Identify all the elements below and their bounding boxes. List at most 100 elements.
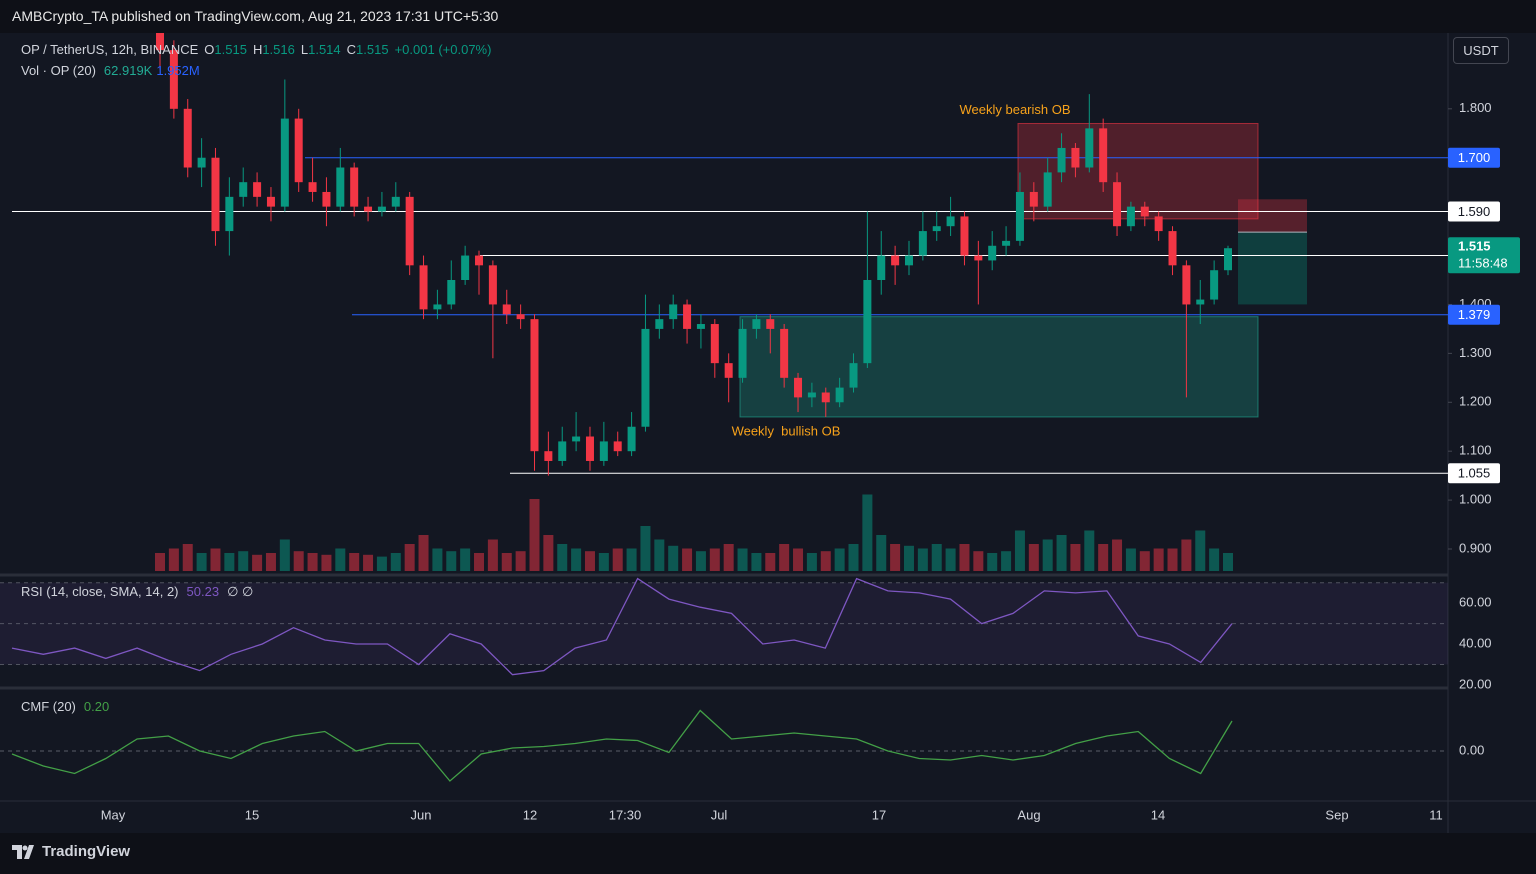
volume-bar [890,544,901,571]
x-tick-label: Jul [711,807,728,822]
candle-body [1210,270,1219,300]
ohlc-value: 1.515 [356,42,389,57]
volume-bar [1167,548,1178,571]
volume-bar [446,551,457,571]
x-tick-label: May [101,807,126,822]
volume-bar [723,544,734,571]
price-badge [1448,237,1520,274]
volume-bar [432,548,443,571]
candle-body [1154,216,1163,232]
candle-body [1085,128,1094,168]
level-label: 1.379 [1458,307,1491,322]
candle-body [724,363,733,378]
volume-bar [1042,539,1053,571]
volume-bar [529,499,540,571]
x-tick-label: Sep [1325,807,1348,822]
volume-bar [1070,544,1081,571]
candle-body [710,324,719,364]
zone-label: Weekly bearish OB [959,102,1070,117]
symbol: OP / TetherUS, 12h, BINANCE [21,42,199,57]
volume-bar [779,544,790,571]
y-tick-label: 0.00 [1459,742,1484,757]
y-tick-label: 1.200 [1459,394,1492,409]
volume-bar [501,553,512,571]
cmf-value: 0.20 [83,699,110,714]
volume-legend: Vol · OP (20) 62.919K 1.952M [21,63,200,78]
volume-bar [695,551,706,571]
rsi-legend: RSI (14, close, SMA, 14, 2) 50.23 ∅ ∅ [21,584,253,600]
ohlc-key: O [204,42,215,57]
candle-body [613,441,622,452]
x-tick-label: 14 [1151,807,1165,822]
volume-bar [1195,530,1206,571]
volume-bar [1098,544,1109,571]
candle-body [461,255,470,281]
volume-bar [1153,548,1164,571]
candle-body [835,387,844,403]
volume-bar [626,548,637,571]
x-tick-label: 15 [245,807,259,822]
candle-body [669,304,678,320]
level-badge [1448,463,1500,484]
y-tick-label: 1.300 [1459,345,1492,360]
candle-body [530,319,539,452]
price-pane [12,33,1448,571]
candle-body [641,328,650,427]
y-tick-label: 20.00 [1459,676,1492,691]
volume-bar [182,544,193,571]
zone-label: Weekly bullish OB [732,423,841,438]
volume-bar [834,548,845,571]
order-block [739,316,1259,418]
level-label: 1.590 [1458,204,1491,219]
volume-bar [820,551,831,571]
candle-body [350,167,359,207]
volume-bar [931,544,942,571]
countdown-label: 11:58:48 [1458,256,1508,271]
volume-bar [806,553,817,571]
volume-bar [210,548,221,571]
volume-bar [515,551,526,571]
candle-body [932,226,941,232]
volume-bar [848,544,859,571]
volume-bar [404,544,415,571]
volume-bar [307,553,318,571]
volume-name: Vol · OP (20) [21,63,96,78]
candle-body [752,319,761,329]
position-risk [1238,199,1307,233]
volume-bar [1181,539,1192,571]
volume-bar [987,553,998,571]
candle-body [211,157,220,232]
volume-bar [668,545,679,571]
volume-bar [168,548,179,571]
volume-bar [279,539,290,571]
volume-bar [598,553,609,571]
volume-bar [238,551,249,571]
candle-body [253,182,262,197]
candle-body [780,328,789,378]
candle-body [627,426,636,452]
volume-bar [973,551,984,571]
candle-body [322,191,331,207]
volume-bar [640,526,651,571]
volume-bar [584,551,595,571]
level-badge [1448,147,1500,168]
ohlc: O1.515 H1.516 L1.514 C1.515 [204,42,394,57]
volume-bar [224,553,235,571]
volume-bar [876,535,887,571]
candle-body [169,50,178,109]
candle-body [280,118,289,207]
candle-body [1099,128,1108,183]
candle-body [419,265,428,310]
candle-body [877,255,886,281]
volume-bar [1223,553,1233,571]
candle-body [1015,191,1024,241]
candle-body [683,304,692,329]
candle-body [794,377,803,398]
x-tick-label: 11 [1429,807,1443,822]
candle-body [475,255,484,266]
currency-button[interactable]: USDT [1453,37,1509,64]
candle-body [1196,299,1205,305]
candle-body [183,108,192,168]
